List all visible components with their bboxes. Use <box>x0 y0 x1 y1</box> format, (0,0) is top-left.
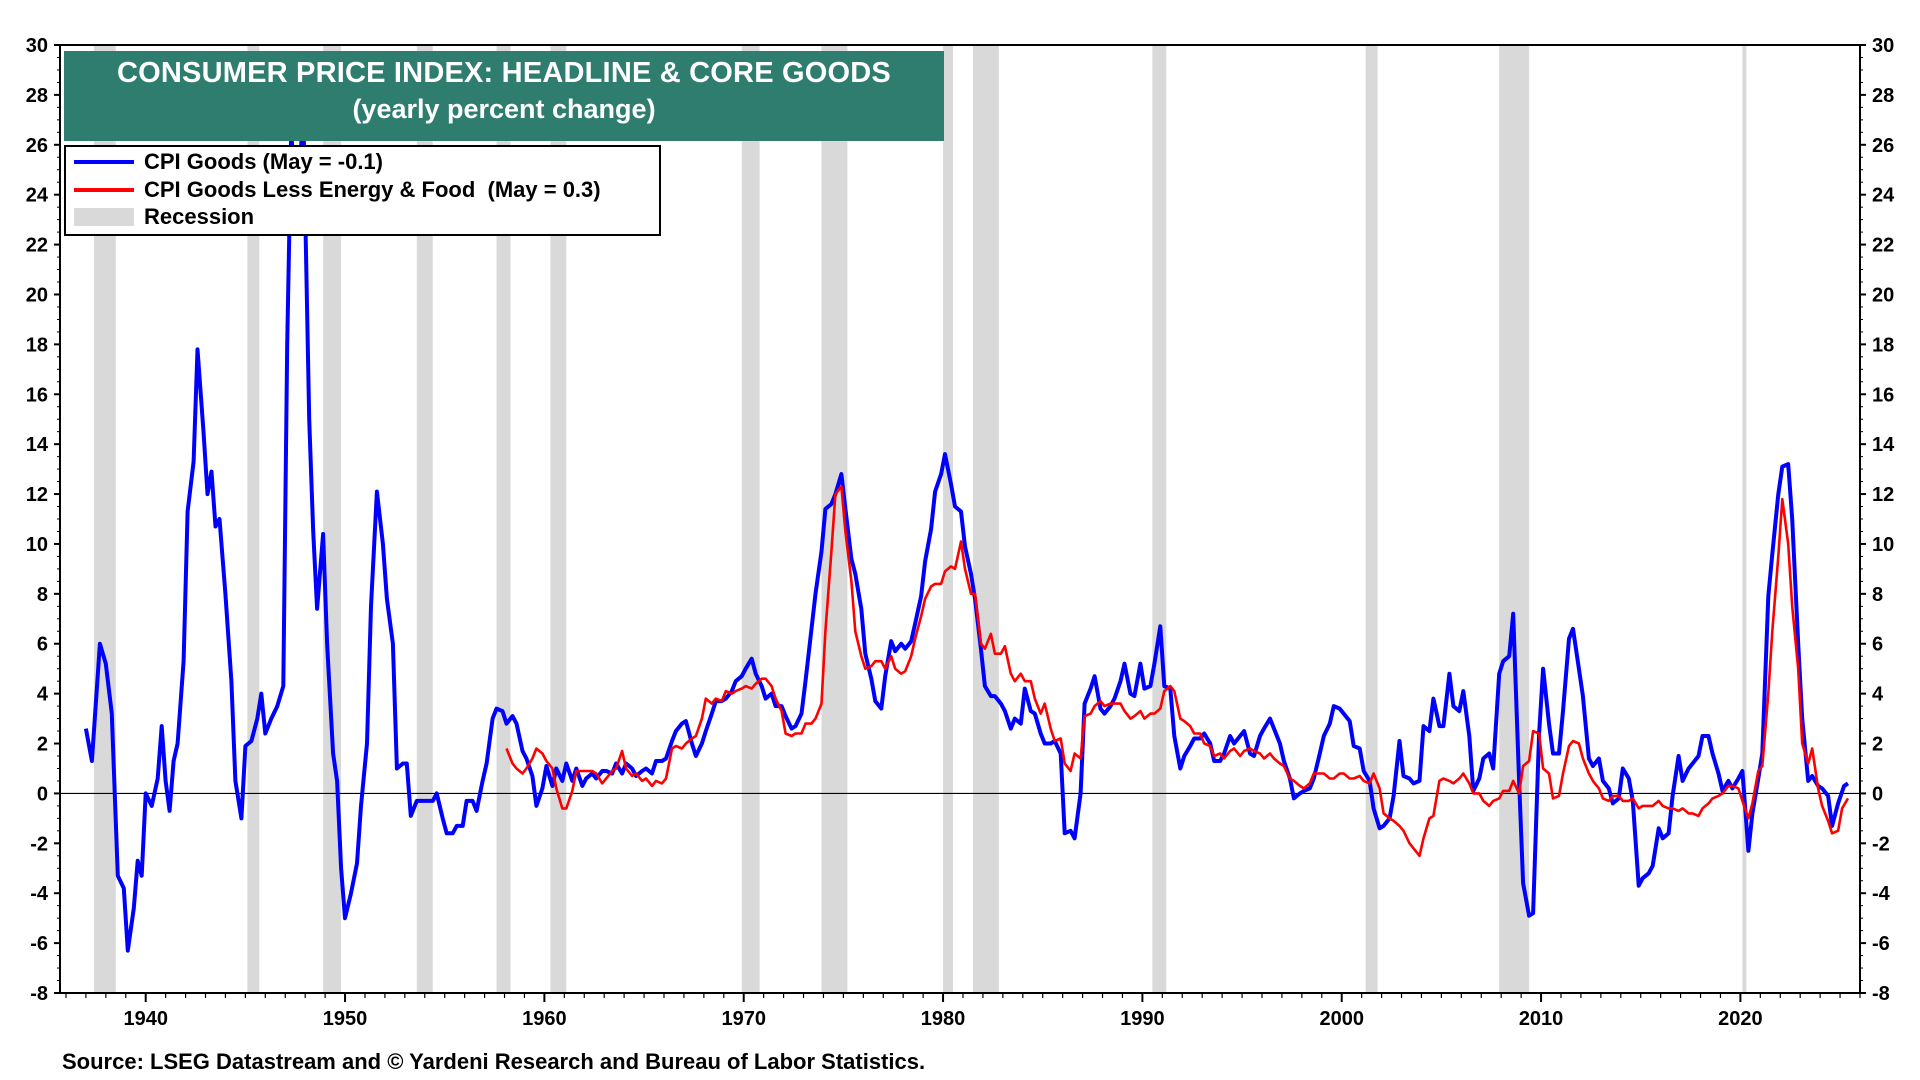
legend-swatch-red <box>74 188 134 192</box>
recession-band <box>550 45 567 993</box>
series-lines <box>83 105 1850 953</box>
y-tick-label-left: 2 <box>37 734 48 756</box>
recession-band <box>1152 45 1167 993</box>
y-tick-label-left: 6 <box>37 634 48 656</box>
x-tick-label: 2020 <box>1718 1008 1763 1030</box>
legend-swatch-blue <box>74 160 134 164</box>
y-tick-label-right: -4 <box>1872 883 1891 905</box>
y-tick-label-left: 26 <box>26 135 48 157</box>
y-tick-label-right: -6 <box>1872 933 1890 955</box>
chart-subtitle: (yearly percent change) <box>352 94 656 124</box>
recession-band <box>1365 45 1378 993</box>
y-tick-label-left: 28 <box>26 85 48 107</box>
y-tick-label-left: -4 <box>30 883 49 905</box>
legend-swatch-recession <box>74 208 134 226</box>
y-tick-label-left: -2 <box>30 833 48 855</box>
y-tick-label-right: 12 <box>1872 484 1894 506</box>
y-tick-label-left: 20 <box>26 284 48 306</box>
x-tick-label: 1960 <box>522 1008 567 1030</box>
legend-label: Recession <box>144 204 255 229</box>
y-tick-label-right: 4 <box>1872 684 1884 706</box>
y-tick-label-left: 18 <box>26 334 48 356</box>
legend: CPI Goods (May = -0.1) CPI Goods Less En… <box>64 145 661 236</box>
recession-band <box>247 45 260 993</box>
recession-band <box>972 45 999 993</box>
y-tick-label-right: 24 <box>1872 185 1895 207</box>
chart-title: CONSUMER PRICE INDEX: HEADLINE & CORE GO… <box>117 57 891 89</box>
y-tick-label-right: 28 <box>1872 85 1894 107</box>
y-tick-label-right: 16 <box>1872 384 1894 406</box>
series-line-core-goods <box>505 485 1850 858</box>
y-tick-label-right: 22 <box>1872 235 1894 257</box>
x-tick-label: 1990 <box>1120 1008 1165 1030</box>
y-tick-label-right: 0 <box>1872 783 1883 805</box>
y-tick-label-right: 30 <box>1872 35 1894 57</box>
y-tick-label-right: 26 <box>1872 135 1894 157</box>
y-tick-label-left: 10 <box>26 534 48 556</box>
x-tick-label: 1970 <box>721 1008 766 1030</box>
y-tick-label-left: 8 <box>37 584 48 606</box>
y-tick-label-left: 0 <box>37 783 48 805</box>
y-tick-label-left: 30 <box>26 35 48 57</box>
y-tick-label-right: 20 <box>1872 284 1894 306</box>
legend-label: CPI Goods (May = -0.1) <box>144 149 383 174</box>
y-tick-label-right: 14 <box>1872 434 1895 456</box>
recession-band <box>416 45 433 993</box>
x-axis: 1940 1950 1960 1970 1980 1990 2000 2010 2020 <box>65 993 1861 1030</box>
y-tick-label-left: 4 <box>37 684 49 706</box>
recession-band <box>1742 45 1747 993</box>
y-tick-label-left: -8 <box>30 983 48 1005</box>
x-tick-label: 2010 <box>1519 1008 1564 1030</box>
x-tick-label: 1950 <box>323 1008 368 1030</box>
chart-title-box: CONSUMER PRICE INDEX: HEADLINE & CORE GO… <box>64 51 944 141</box>
recession-band <box>1499 45 1530 993</box>
recession-band <box>323 45 342 993</box>
legend-item-cpi-goods: CPI Goods (May = -0.1) <box>74 149 383 175</box>
recession-band <box>496 45 511 993</box>
y-tick-label-right: 18 <box>1872 334 1894 356</box>
y-tick-label-right: 2 <box>1872 734 1883 756</box>
legend-item-core-goods: CPI Goods Less Energy & Food (May = 0.3) <box>74 177 601 203</box>
legend-label: CPI Goods Less Energy & Food (May = 0.3) <box>144 177 601 202</box>
y-tick-label-left: 12 <box>26 484 48 506</box>
y-tick-label-left: 14 <box>26 434 49 456</box>
y-tick-label-right: -8 <box>1872 983 1890 1005</box>
y-tick-label-right: 6 <box>1872 634 1883 656</box>
y-tick-label-left: 24 <box>26 185 49 207</box>
recession-band <box>93 45 116 993</box>
legend-item-recession: Recession <box>74 204 254 230</box>
y-tick-label-left: 22 <box>26 235 48 257</box>
y-tick-label-right: 10 <box>1872 534 1894 556</box>
x-tick-label: 1980 <box>921 1008 966 1030</box>
source-note: Source: LSEG Datastream and © Yardeni Re… <box>62 1049 926 1074</box>
y-tick-label-right: 8 <box>1872 584 1883 606</box>
y-tick-label-right: -2 <box>1872 833 1890 855</box>
x-tick-label: 1940 <box>123 1008 168 1030</box>
recession-band <box>943 45 954 993</box>
y-tick-label-left: -6 <box>30 933 48 955</box>
x-tick-label: 2000 <box>1319 1008 1364 1030</box>
series-line-cpi-goods <box>83 105 1850 953</box>
recession-band <box>741 45 760 993</box>
y-tick-label-left: 16 <box>26 384 48 406</box>
